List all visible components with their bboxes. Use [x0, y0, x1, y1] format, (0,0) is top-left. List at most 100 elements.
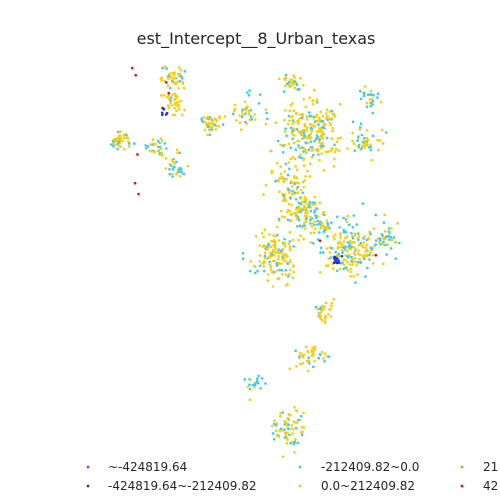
data-point	[313, 120, 317, 124]
data-point	[302, 83, 305, 87]
data-point	[289, 157, 293, 161]
data-point	[260, 232, 264, 235]
data-point	[286, 122, 290, 126]
data-point	[330, 304, 333, 308]
data-point	[151, 138, 155, 141]
data-point	[284, 127, 287, 131]
data-point	[296, 88, 299, 91]
data-point	[116, 130, 120, 134]
data-point	[276, 264, 279, 267]
data-point	[351, 131, 355, 135]
data-point	[288, 240, 292, 243]
data-point	[157, 145, 160, 149]
data-point	[342, 230, 346, 234]
data-point	[178, 72, 182, 76]
data-point	[348, 247, 351, 250]
data-point	[272, 239, 276, 242]
data-point	[289, 196, 292, 200]
data-point	[125, 133, 128, 136]
data-point	[328, 251, 332, 254]
data-point	[286, 416, 290, 420]
data-point	[398, 241, 401, 245]
data-point	[177, 87, 180, 90]
data-point	[170, 75, 173, 79]
data-point	[173, 71, 176, 74]
data-point	[326, 115, 329, 118]
data-point	[279, 411, 282, 415]
data-point	[338, 226, 341, 229]
data-point	[315, 98, 319, 101]
data-point	[310, 225, 314, 228]
data-point	[335, 147, 338, 151]
data-point	[289, 441, 293, 445]
data-point	[289, 209, 292, 213]
data-point	[332, 112, 336, 116]
legend-marker	[460, 465, 464, 469]
data-point	[205, 122, 208, 125]
data-point	[292, 270, 296, 274]
data-point	[262, 235, 266, 239]
data-point	[171, 113, 175, 117]
data-point	[306, 211, 309, 215]
data-point	[250, 118, 254, 121]
data-point	[122, 134, 125, 137]
data-point	[244, 112, 247, 115]
data-point	[357, 249, 361, 252]
data-point	[330, 301, 334, 305]
data-point	[275, 251, 279, 254]
data-point	[168, 172, 172, 176]
data-point	[288, 433, 291, 437]
data-point	[289, 115, 292, 119]
data-point	[273, 422, 276, 426]
data-point	[318, 138, 322, 141]
data-point	[350, 232, 353, 235]
data-point	[240, 110, 244, 114]
data-point	[291, 181, 295, 184]
data-point	[277, 77, 281, 81]
data-point	[313, 220, 317, 223]
data-point	[284, 78, 287, 82]
data-point	[376, 237, 380, 240]
data-point	[276, 139, 280, 143]
data-point	[243, 108, 246, 111]
data-point	[295, 128, 299, 131]
data-point	[369, 232, 372, 235]
data-point	[302, 150, 305, 153]
data-point	[356, 139, 359, 142]
data-point	[288, 248, 292, 251]
data-point	[334, 250, 337, 254]
data-point	[313, 195, 317, 199]
data-point	[248, 113, 251, 116]
data-point	[337, 149, 341, 152]
data-point	[117, 144, 121, 148]
data-point	[320, 152, 323, 155]
data-point	[313, 203, 317, 206]
data-point	[325, 247, 329, 250]
data-point	[366, 138, 370, 142]
data-point	[302, 353, 306, 357]
data-point	[267, 243, 271, 246]
data-point	[348, 263, 352, 266]
data-point	[305, 126, 309, 129]
data-point	[300, 146, 304, 149]
data-point	[295, 83, 299, 86]
data-point	[270, 239, 273, 243]
data-point	[356, 260, 360, 264]
data-point	[298, 117, 301, 120]
data-point	[258, 244, 262, 247]
data-point	[186, 164, 190, 168]
data-point	[390, 227, 393, 230]
data-points-layer	[109, 65, 401, 459]
data-point	[316, 136, 319, 139]
data-point	[316, 307, 320, 311]
data-point	[281, 144, 285, 147]
data-point	[324, 123, 327, 126]
data-point	[294, 208, 298, 211]
data-point	[301, 208, 305, 211]
data-point	[287, 423, 290, 427]
data-point	[328, 110, 332, 113]
data-point	[332, 298, 336, 301]
data-point	[119, 130, 122, 133]
data-point	[214, 128, 217, 131]
data-point	[278, 176, 281, 180]
